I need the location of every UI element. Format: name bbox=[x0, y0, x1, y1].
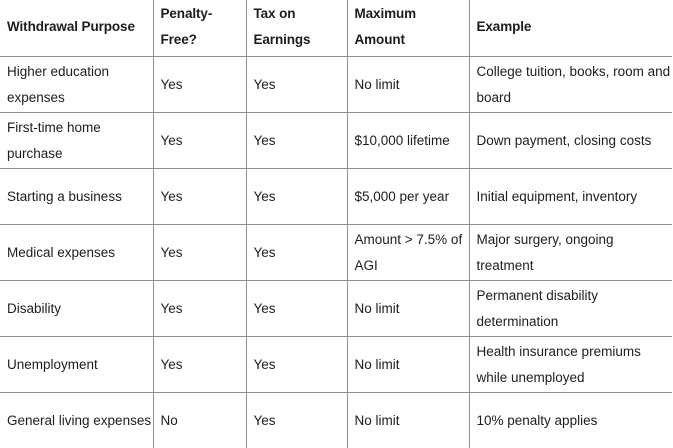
header-penalty-free: Penalty-Free? bbox=[153, 0, 247, 57]
header-tax-on-earnings: Tax on Earnings bbox=[246, 0, 348, 57]
cell-example: 10% penalty applies bbox=[476, 412, 598, 428]
cell-example: Health insurance premiums while unemploy… bbox=[469, 336, 672, 393]
cell-example: College tuition, books, room and board bbox=[469, 56, 672, 113]
cell-withdrawal-purpose: General living expenses bbox=[0, 392, 154, 448]
cell-maximum-amount: $5,000 per year bbox=[347, 168, 470, 225]
cell-penalty-free: Yes bbox=[153, 224, 247, 281]
table-body: Higher education expenses Yes Yes No lim… bbox=[0, 56, 672, 448]
cell-penalty-free: Yes bbox=[153, 168, 247, 225]
header-example: Example bbox=[469, 0, 672, 57]
cell-tax-on-earnings: Yes bbox=[246, 112, 348, 169]
cell-maximum-amount: No limit bbox=[347, 392, 470, 448]
cell-withdrawal-purpose: Unemployment bbox=[0, 336, 154, 393]
cell-withdrawal-purpose: First-time home purchase bbox=[0, 112, 154, 169]
cell-tax-on-earnings: Yes bbox=[246, 336, 348, 393]
cell-penalty-free: Yes bbox=[153, 336, 247, 393]
cell-tax-on-earnings: Yes bbox=[246, 224, 348, 281]
table-row: First-time home purchase Yes Yes $10,000… bbox=[0, 112, 672, 169]
table-row: Disability Yes Yes No limit Permanent di… bbox=[0, 280, 672, 337]
cell-withdrawal-purpose: Medical expenses bbox=[0, 224, 154, 281]
header-withdrawal-purpose: Withdrawal Purpose bbox=[0, 0, 154, 57]
cell-tax-on-earnings: Yes bbox=[246, 168, 348, 225]
cell-withdrawal-purpose: Higher education expenses bbox=[0, 56, 154, 113]
cell-tax-on-earnings: Yes bbox=[246, 392, 348, 448]
cell-penalty-free: No bbox=[153, 392, 247, 448]
cell-penalty-free: Yes bbox=[153, 112, 247, 169]
cell-penalty-free: Yes bbox=[153, 280, 247, 337]
cell-withdrawal-purpose: Starting a business bbox=[0, 168, 154, 225]
table-row: Medical expenses Yes Yes Amount > 7.5% o… bbox=[0, 224, 672, 281]
table-header: Withdrawal Purpose Penalty-Free? Tax on … bbox=[0, 0, 672, 57]
cell-penalty-free: Yes bbox=[153, 56, 247, 113]
cell-maximum-amount: Amount > 7.5% of AGI bbox=[347, 224, 470, 281]
table-row: Unemployment Yes Yes No limit Health ins… bbox=[0, 336, 672, 393]
cell-example: Permanent disability determination bbox=[469, 280, 672, 337]
cell-tax-on-earnings: Yes bbox=[246, 56, 348, 113]
table-row: Starting a business Yes Yes $5,000 per y… bbox=[0, 168, 672, 225]
cell-example: Down payment, closing costs bbox=[469, 112, 672, 169]
cell-maximum-amount: No limit bbox=[347, 56, 470, 113]
header-maximum-amount: Maximum Amount bbox=[347, 0, 470, 57]
cell-example: Major surgery, ongoing treatment bbox=[469, 224, 672, 281]
table-row: General living expenses No Yes No limit … bbox=[0, 392, 672, 448]
cell-maximum-amount: No limit bbox=[347, 280, 470, 337]
cell-example: Initial equipment, inventory bbox=[469, 168, 672, 225]
cell-withdrawal-purpose: Disability bbox=[0, 280, 154, 337]
table-row: Higher education expenses Yes Yes No lim… bbox=[0, 56, 672, 113]
cell-tax-on-earnings: Yes bbox=[246, 280, 348, 337]
cell-maximum-amount: No limit bbox=[347, 336, 470, 393]
header-row: Withdrawal Purpose Penalty-Free? Tax on … bbox=[0, 0, 672, 57]
cell-maximum-amount: $10,000 lifetime bbox=[347, 112, 470, 169]
